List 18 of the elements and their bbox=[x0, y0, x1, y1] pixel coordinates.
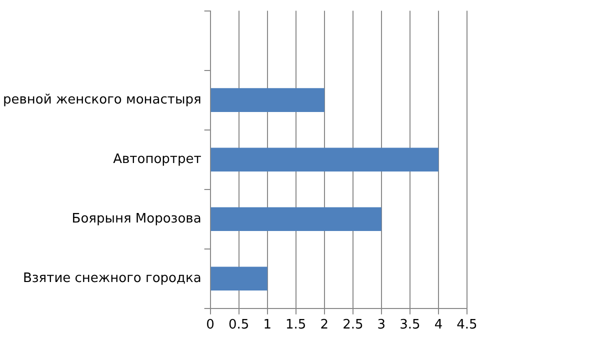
y-tick-label: ревной женского монастыря bbox=[2, 92, 202, 108]
x-tick-label: 2.5 bbox=[342, 318, 364, 333]
x-tick-label: 1 bbox=[263, 318, 272, 333]
y-tick-label: Автопортрет bbox=[113, 152, 202, 167]
bar bbox=[210, 266, 268, 291]
y-tick-label: Взятие снежного городка bbox=[22, 271, 202, 286]
x-tick-label: 4 bbox=[434, 318, 443, 333]
x-tick-label: 0.5 bbox=[228, 318, 250, 333]
y-tick-label: Боярыня Морозова bbox=[72, 211, 202, 226]
bar bbox=[210, 148, 438, 172]
x-tick-label: 4.5 bbox=[456, 318, 478, 333]
x-tick-label: 3 bbox=[377, 318, 386, 333]
x-tick-label: 2 bbox=[320, 318, 329, 333]
x-tick-label: 3.5 bbox=[400, 318, 420, 333]
x-tick-label: 1.5 bbox=[286, 318, 306, 333]
bar bbox=[210, 207, 382, 232]
x-tick-label: 0 bbox=[206, 318, 214, 333]
bar bbox=[210, 88, 324, 112]
